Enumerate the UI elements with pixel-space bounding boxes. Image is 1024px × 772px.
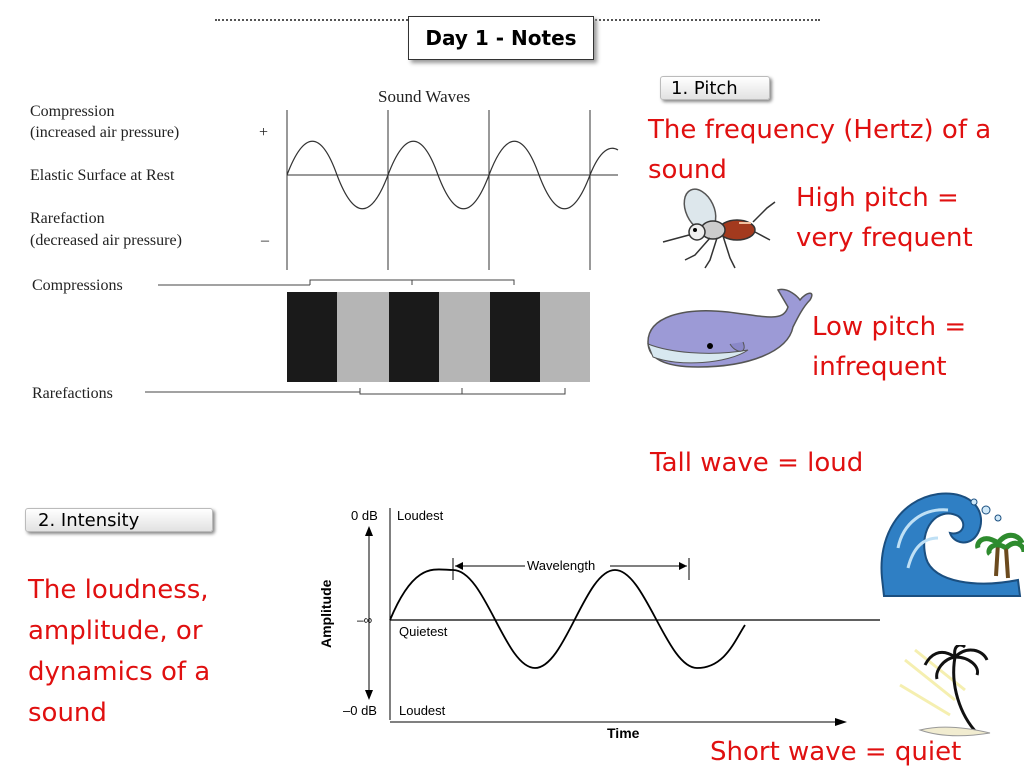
sound-sine-wave <box>286 140 619 210</box>
bottom-loudest-label: Loudest <box>399 703 446 718</box>
tab-pitch[interactable]: 1. Pitch <box>660 76 770 100</box>
low-pitch-text: Low pitch = infrequent <box>812 312 967 382</box>
top-loudest-label: Loudest <box>397 508 444 523</box>
rest-label: Elastic Surface at Rest <box>30 167 175 184</box>
top-db-label: 0 dB <box>351 508 378 523</box>
slide-title: Day 1 - Notes <box>408 16 594 60</box>
top-divider-right <box>592 19 820 24</box>
pitch-definition: The frequency (Hertz) of a sound <box>648 115 992 185</box>
high-pitch-text: High pitch = very frequent <box>796 183 973 253</box>
short-wave-text: Short wave = quiet <box>710 737 962 767</box>
sound-waves-title: Sound Waves <box>378 87 470 106</box>
tab-intensity-label: 2. Intensity <box>38 509 140 531</box>
intensity-definition: The loudness, amplitude, or dynamics of … <box>28 575 211 728</box>
rarefaction-sub-label: (decreased air pressure) <box>30 232 182 249</box>
amplitude-sine-wave <box>389 568 746 669</box>
whale-icon <box>647 288 813 368</box>
compression-label: Compression <box>30 103 114 120</box>
big-wave-icon <box>880 492 1024 597</box>
mid-symbol: –∞ <box>357 613 372 627</box>
bottom-db-label: –0 dB <box>343 703 377 718</box>
mosquito-icon <box>662 188 776 269</box>
plus-sign: + <box>259 124 268 141</box>
rarefaction-label: Rarefaction <box>30 210 105 227</box>
tall-wave-text: Tall wave = loud <box>650 448 864 478</box>
rarefactions-label: Rarefactions <box>32 385 113 402</box>
top-divider-left <box>215 19 408 24</box>
compressions-label: Compressions <box>32 277 123 294</box>
quietest-label: Quietest <box>399 624 448 639</box>
wavelength-label: Wavelength <box>527 558 595 573</box>
tab-intensity[interactable]: 2. Intensity <box>25 508 213 532</box>
tab-pitch-label: 1. Pitch <box>671 77 738 99</box>
amplitude-diagram: 0 dB Loudest Amplitude –∞ Quietest Wavel… <box>318 508 880 741</box>
minus-sign: – <box>260 232 270 249</box>
compression-sub-label: (increased air pressure) <box>30 124 179 141</box>
x-axis-label: Time <box>607 725 640 741</box>
y-axis-label: Amplitude <box>318 579 334 648</box>
sound-waves-diagram: Sound Waves Compression (increased air p… <box>30 87 619 402</box>
palm-tree-icon <box>899 645 991 737</box>
